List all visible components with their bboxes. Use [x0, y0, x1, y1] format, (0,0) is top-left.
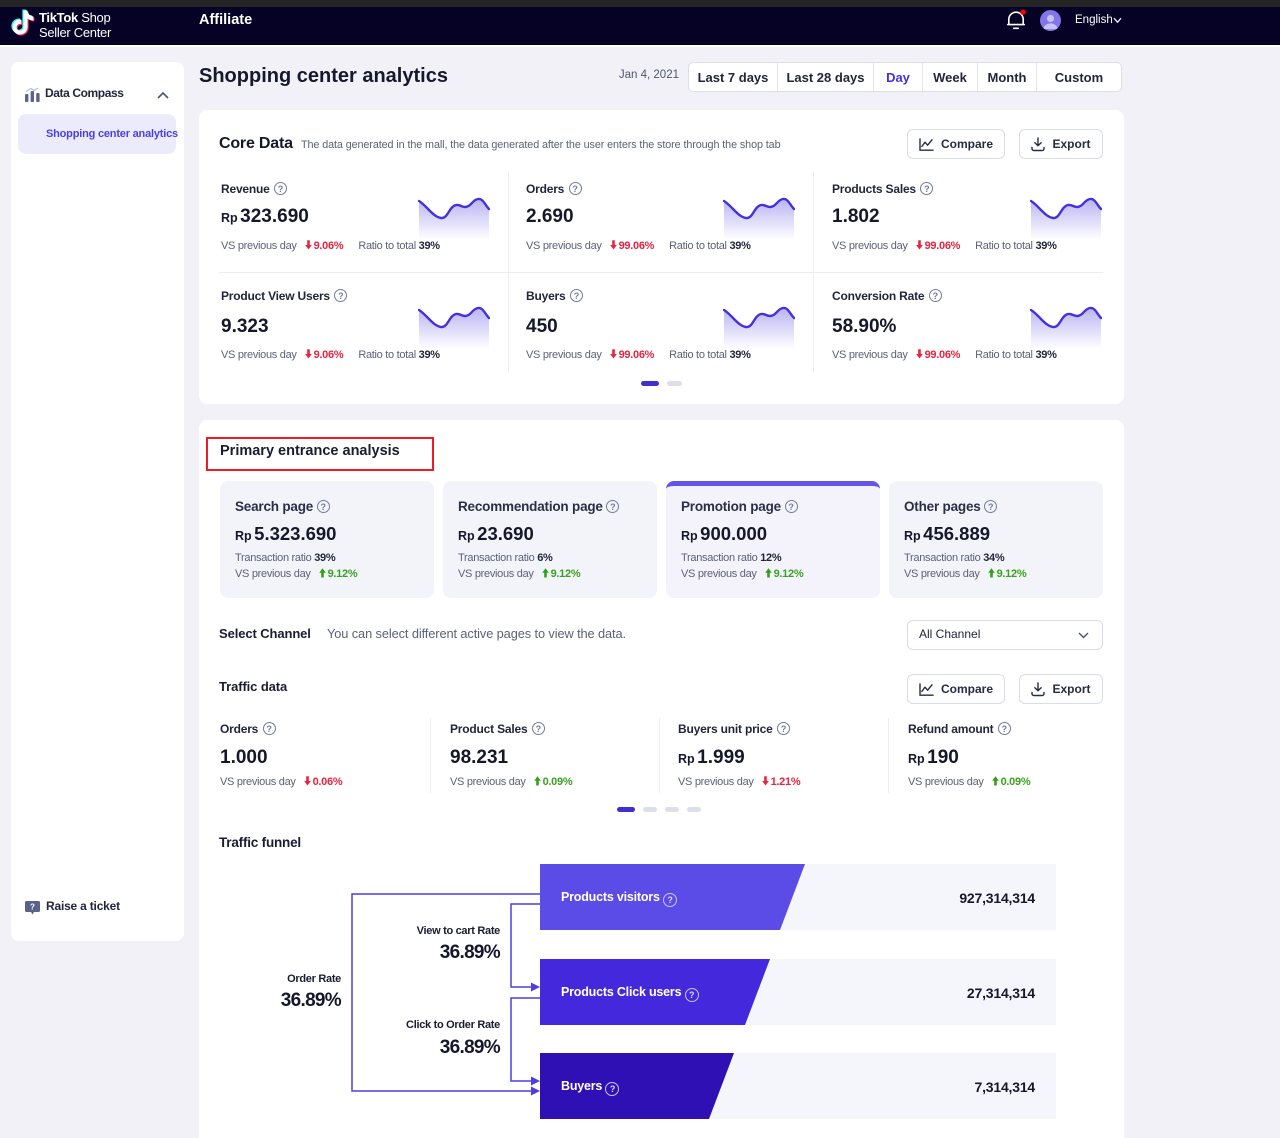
svg-text:?: ? [30, 903, 35, 912]
